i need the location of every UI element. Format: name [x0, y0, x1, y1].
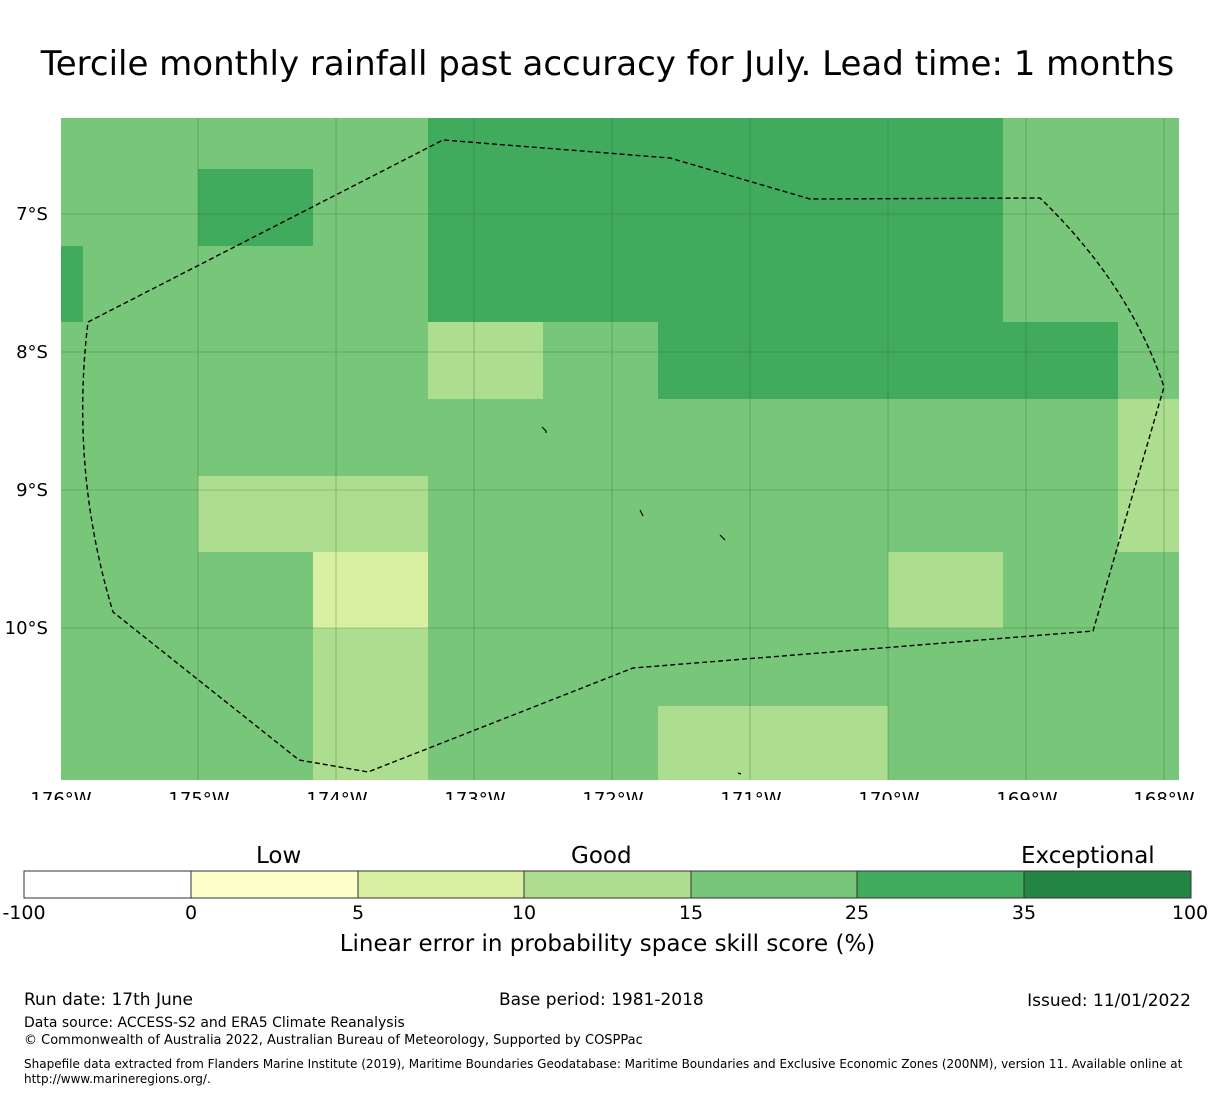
grid-cell: [888, 552, 1003, 628]
colorbar-tick-label: 25: [844, 902, 870, 924]
run-date: Run date: 17th June: [24, 990, 193, 1010]
eez-boundary: [82, 139, 1165, 773]
skill-grid-cells: [61, 118, 1179, 780]
island-shape: [541, 426, 547, 433]
copyright: © Commonwealth of Australia 2022, Austra…: [24, 1033, 643, 1048]
islands: [541, 426, 742, 775]
x-tick-label: 173°W: [444, 789, 505, 800]
colorbar-heading-good: Good: [571, 843, 632, 869]
colorbar-tick-label: 100: [1171, 902, 1209, 924]
colorbar-tick-label: 15: [678, 902, 704, 924]
grid-cell: [313, 628, 428, 780]
y-tick-label: 7°S: [16, 204, 48, 225]
skill-score-map: 176°W 175°W 174°W 173°W 172°W 171°W 170°…: [5, 118, 1195, 800]
x-tick-label: 176°W: [30, 789, 91, 800]
grid-cell: [1118, 399, 1179, 552]
x-tick-label: 172°W: [582, 789, 643, 800]
island-shape: [737, 772, 742, 775]
shapefile-credit-line2: http://www.marineregions.org/.: [24, 1072, 211, 1086]
x-tick-label: 170°W: [858, 789, 919, 800]
y-tick-labels: 7°S 8°S 9°S 10°S: [5, 204, 48, 639]
colorbar-bin: [690, 870, 858, 899]
data-source: Data source: ACCESS-S2 and ERA5 Climate …: [24, 1015, 405, 1031]
grid-cell: [198, 169, 313, 246]
base-period: Base period: 1981-2018: [499, 990, 704, 1010]
y-tick-label: 8°S: [16, 342, 48, 363]
colorbar-bin: [357, 870, 525, 899]
x-tick-label: 169°W: [996, 789, 1057, 800]
grid-cell: [313, 552, 428, 628]
map-title: Tercile monthly rainfall past accuracy f…: [40, 44, 1175, 84]
colorbar-bin: [856, 870, 1025, 899]
issued-date: Issued: 11/01/2022: [1027, 991, 1191, 1011]
x-tick-labels: 176°W 175°W 174°W 173°W 172°W 171°W 170°…: [30, 789, 1194, 800]
x-tick-label: 174°W: [306, 789, 367, 800]
x-tick-label: 168°W: [1133, 789, 1194, 800]
island-shape: [639, 509, 644, 517]
grid-cell: [61, 246, 83, 322]
y-tick-label: 9°S: [16, 480, 48, 501]
colorbar-bin: [190, 870, 359, 899]
colorbar-tick-label: 5: [351, 902, 365, 924]
grid-cell: [198, 476, 428, 552]
x-tick-label: 175°W: [168, 789, 229, 800]
colorbar-tick-label: 0: [184, 902, 198, 924]
grid-cell: [428, 118, 1003, 322]
colorbar-heading-low: Low: [256, 843, 302, 869]
colorbar-label: Linear error in probability space skill …: [339, 931, 876, 957]
colorbar-tick-label: 10: [511, 902, 537, 924]
x-tick-label: 171°W: [720, 789, 781, 800]
colorbar-heading-exceptional: Exceptional: [1021, 843, 1155, 869]
colorbar-tick-label: 35: [1011, 902, 1037, 924]
island-shape: [719, 534, 726, 541]
colorbar: [23, 870, 1192, 899]
map-gridlines: [61, 118, 1179, 780]
colorbar-bin: [23, 870, 192, 899]
colorbar-bin: [523, 870, 692, 899]
grid-cell: [658, 706, 888, 780]
y-tick-label: 10°S: [5, 618, 48, 639]
colorbar-tick-label: -100: [2, 902, 46, 924]
colorbar-bin: [1023, 870, 1192, 899]
grid-cell: [428, 322, 543, 399]
shapefile-credit-line1: Shapefile data extracted from Flanders M…: [24, 1057, 1183, 1071]
